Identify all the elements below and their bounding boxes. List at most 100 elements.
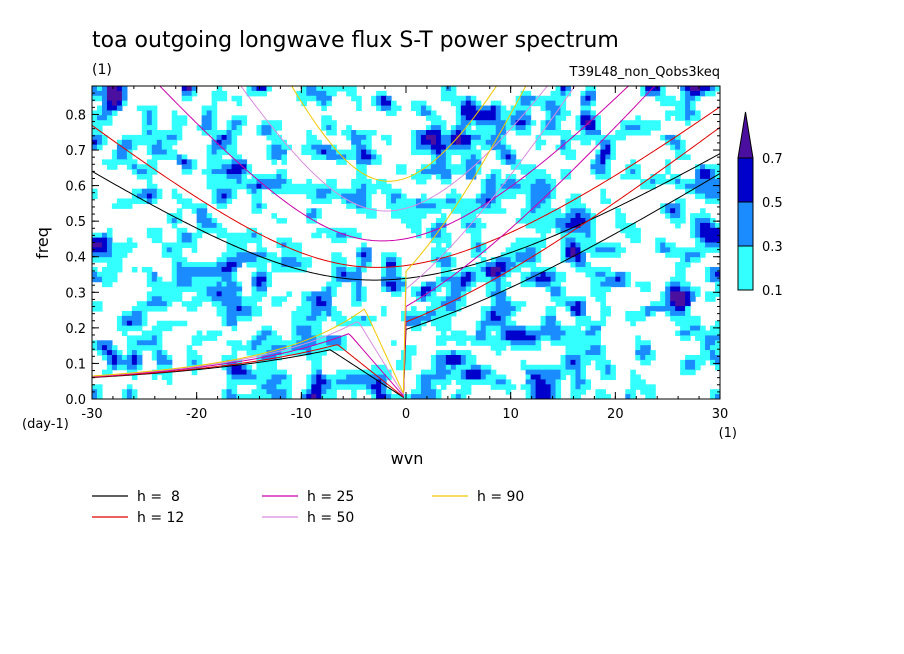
power-cell: [455, 379, 462, 385]
power-cell: [460, 340, 467, 346]
power-cell: [520, 169, 527, 175]
power-cell: [485, 178, 492, 185]
power-cell: [391, 252, 397, 258]
power-cell: [495, 301, 502, 307]
power-cell: [500, 345, 507, 351]
power-cell: [371, 384, 377, 390]
power-cell: [221, 266, 228, 273]
power-cell: [236, 364, 243, 371]
power-cell: [336, 252, 342, 258]
power-cell: [371, 95, 377, 102]
power-cell: [460, 359, 467, 366]
power-cell: [261, 325, 268, 332]
power-cell: [321, 154, 327, 160]
power-cell: [485, 208, 492, 214]
power-cell: [386, 266, 392, 273]
power-cell: [381, 306, 387, 312]
power-cell: [316, 315, 322, 322]
power-cell: [445, 178, 452, 185]
power-cell: [331, 291, 337, 297]
power-cell: [371, 369, 377, 376]
power-cell: [231, 164, 238, 170]
power-cell: [705, 222, 711, 229]
power-cell: [211, 100, 218, 107]
power-cell: [695, 335, 701, 341]
power-cell: [470, 369, 477, 376]
power-cell: [366, 134, 372, 141]
power-cell: [575, 198, 582, 204]
power-cell: [440, 232, 447, 239]
power-cell: [131, 169, 138, 175]
power-cell: [226, 296, 233, 302]
power-cell: [495, 310, 502, 317]
power-cell: [126, 164, 133, 170]
power-cell: [615, 208, 621, 214]
power-cell: [116, 325, 123, 332]
power-cell: [510, 159, 517, 165]
power-cell: [321, 286, 327, 293]
power-cell: [121, 144, 128, 151]
power-cell: [525, 120, 532, 126]
power-cell: [211, 330, 218, 337]
power-cell: [321, 100, 327, 107]
power-cell: [505, 301, 512, 307]
power-cell: [281, 218, 287, 224]
power-cell: [386, 281, 392, 288]
power-cell: [116, 144, 123, 151]
power-cell: [291, 266, 297, 273]
power-cell: [406, 354, 412, 361]
power-cell: [425, 208, 432, 214]
power-cell: [420, 100, 427, 107]
power-cell: [525, 325, 532, 332]
power-cell: [430, 252, 437, 258]
power-cell: [211, 159, 218, 165]
power-cell: [490, 286, 497, 293]
power-cell: [500, 115, 507, 121]
power-cell: [191, 276, 198, 283]
power-cell: [420, 374, 427, 381]
power-cell: [306, 345, 312, 351]
colorbar-label: 0.1: [762, 284, 783, 299]
power-cell: [555, 213, 562, 219]
power-cell: [550, 193, 557, 200]
power-cell: [620, 213, 626, 219]
power-cell: [361, 384, 367, 390]
power-cell: [161, 301, 168, 307]
power-cell: [475, 222, 482, 229]
power-cell: [465, 144, 472, 151]
power-cell: [196, 286, 203, 293]
power-cell: [680, 276, 686, 283]
power-cell: [655, 306, 661, 312]
power-cell: [675, 222, 681, 229]
power-cell: [520, 325, 527, 332]
power-cell: [680, 213, 686, 219]
power-cell: [590, 218, 596, 224]
power-cell: [555, 301, 562, 307]
power-cell: [695, 247, 701, 253]
power-cell: [595, 320, 601, 327]
power-cell: [670, 276, 676, 283]
power-cell: [440, 247, 447, 253]
power-cell: [440, 350, 447, 356]
power-cell: [525, 242, 532, 248]
power-cell: [216, 310, 223, 317]
power-cell: [570, 222, 577, 229]
power-cell: [276, 169, 282, 175]
power-cell: [241, 169, 248, 175]
power-cell: [565, 345, 572, 351]
power-cell: [425, 374, 432, 381]
power-cell: [690, 296, 696, 302]
power-cell: [685, 178, 691, 185]
power-cell: [231, 276, 238, 283]
power-cell: [680, 320, 686, 327]
power-cell: [625, 310, 631, 317]
power-cell: [435, 232, 442, 239]
power-cell: [665, 291, 671, 297]
power-cell: [146, 134, 153, 141]
power-cell: [136, 350, 143, 356]
power-cell: [710, 242, 716, 248]
power-cell: [336, 257, 342, 263]
power-cell: [201, 291, 208, 297]
power-cell: [151, 125, 158, 131]
power-cell: [600, 281, 606, 288]
